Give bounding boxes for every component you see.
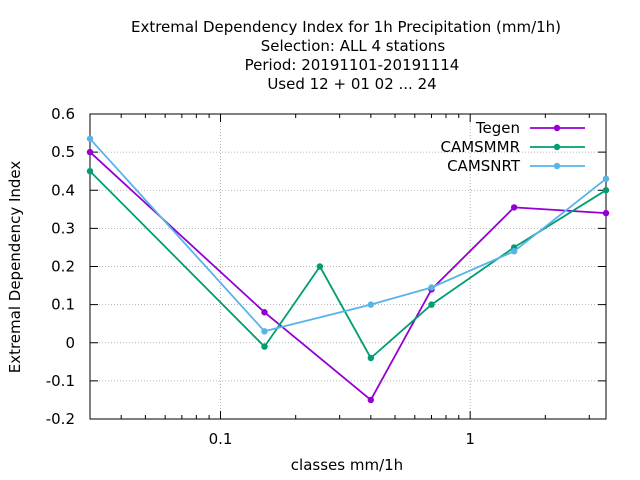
x-tick-label: 0.1	[209, 430, 233, 448]
x-tick-label: 1	[465, 430, 475, 448]
series-group	[86, 135, 610, 404]
data-point-tegen	[261, 309, 268, 316]
data-point-camsnrt	[428, 284, 435, 291]
data-point-camsnrt	[367, 301, 375, 308]
y-tick-label: 0.2	[51, 258, 75, 276]
series-line-camsmmr	[89, 170, 607, 359]
legend-swatch-marker	[553, 162, 561, 170]
data-point-camsnrt	[86, 135, 94, 142]
y-tick-label: 0.1	[51, 296, 75, 314]
y-tick-label: 0	[65, 334, 75, 352]
series-line-tegen	[89, 151, 607, 401]
y-tick-label: -0.2	[46, 410, 75, 428]
data-point-camsmmr	[367, 354, 375, 362]
data-point-camsnrt	[261, 328, 268, 335]
data-point-camsmmr	[316, 263, 324, 270]
chart-title: Extremal Dependency Index for 1h Precipi…	[131, 18, 561, 93]
title-line-2: Selection: ALL 4 stations	[261, 37, 446, 55]
tick-labels: 0.6 0.5 0.4 0.3 0.2 0.1 0 -0.1 -0.2 0.1 1	[46, 105, 475, 448]
data-point-camsmmr	[261, 343, 268, 350]
legend-swatch-marker	[553, 143, 561, 151]
data-point-tegen	[86, 148, 94, 156]
y-tick-label: 0.4	[51, 181, 75, 199]
y-tick-label: 0.5	[51, 143, 75, 161]
y-tick-label: -0.1	[46, 372, 75, 390]
data-point-camsnrt	[602, 175, 610, 183]
data-point-camsmmr	[602, 187, 610, 194]
title-line-4: Used 12 + 01 02 ... 24	[267, 75, 436, 93]
title-line-1: Extremal Dependency Index for 1h Precipi…	[131, 18, 561, 36]
data-point-camsnrt	[510, 248, 518, 255]
x-axis-label: classes mm/1h	[291, 456, 403, 474]
legend-label-tegen: Tegen	[475, 119, 520, 137]
y-tick-label: 0.3	[51, 219, 75, 237]
y-axis-label: Extremal Dependency Index	[6, 161, 24, 374]
y-tick-label: 0.6	[51, 105, 75, 123]
data-point-tegen	[510, 204, 518, 211]
data-point-tegen	[602, 209, 610, 217]
grid	[90, 114, 606, 419]
legend-swatch-marker	[553, 124, 561, 132]
title-line-3: Period: 20191101-20191114	[245, 56, 460, 74]
legend-label-camsnrt: CAMSNRT	[447, 157, 521, 175]
legend-label-camsmmr: CAMSMMR	[440, 138, 520, 156]
data-point-camsmmr	[86, 167, 94, 175]
series-line-camsnrt	[89, 138, 607, 333]
data-point-tegen	[367, 396, 375, 404]
data-point-camsmmr	[428, 301, 435, 308]
